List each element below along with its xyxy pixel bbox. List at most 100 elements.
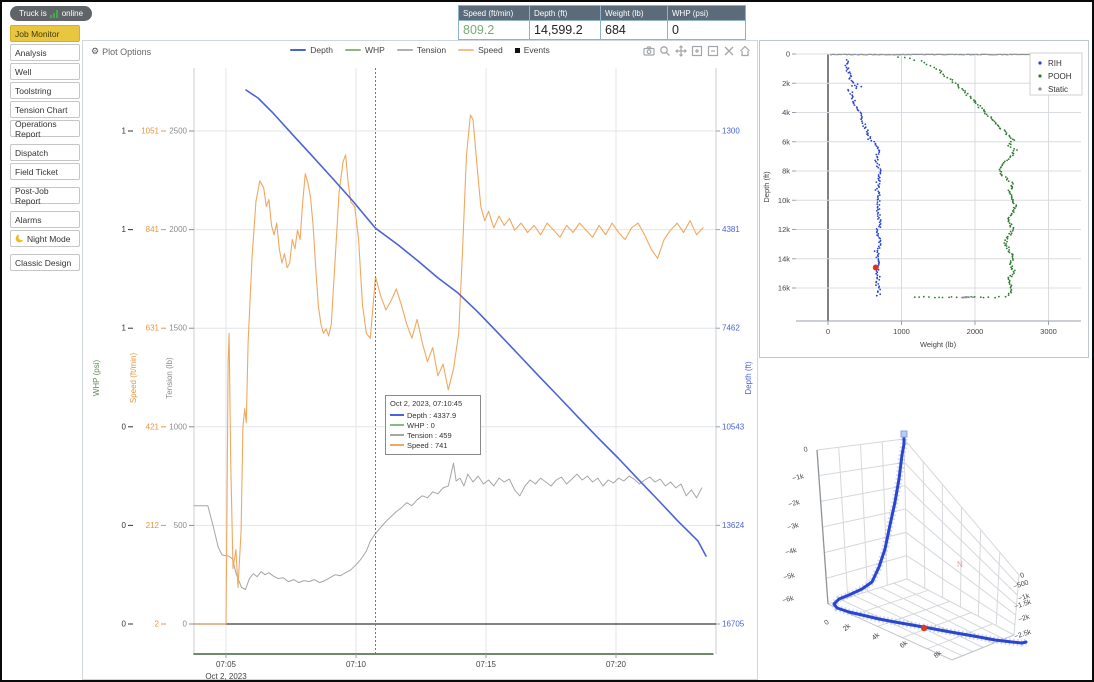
svg-text:841: 841 bbox=[146, 225, 160, 234]
chart-legend: Depth WHP Tension Speed Events bbox=[83, 45, 757, 55]
camera-icon[interactable] bbox=[643, 45, 655, 57]
time-series-chart[interactable]: 1110001051841631421212225002000150010005… bbox=[83, 41, 759, 681]
svg-text:8k: 8k bbox=[933, 649, 944, 659]
sidebar-item-tension-chart[interactable]: Tension Chart bbox=[10, 101, 80, 118]
svg-text:7462: 7462 bbox=[722, 324, 740, 333]
zoom-in-icon[interactable] bbox=[691, 45, 703, 57]
svg-text:10k: 10k bbox=[778, 196, 790, 205]
sidebar-item-classic-design[interactable]: Classic Design bbox=[10, 254, 80, 271]
sidebar-item-label: Alarms bbox=[15, 214, 42, 225]
sidebar-group: Post-Job Report bbox=[10, 185, 80, 206]
sidebar-item-label: Job Monitor bbox=[15, 28, 60, 39]
svg-text:WHP (psi): WHP (psi) bbox=[92, 360, 101, 397]
svg-text:2000: 2000 bbox=[967, 327, 984, 336]
tooltip-series-swatch bbox=[390, 424, 404, 426]
readout-header-weight: Weight (lb) bbox=[601, 6, 667, 21]
north-annotation: N bbox=[957, 560, 963, 569]
sidebar-item-label: Classic Design bbox=[15, 257, 72, 268]
sidebar: Job Monitor Analysis Well Toolstring Tension… bbox=[10, 25, 80, 278]
svg-text:1: 1 bbox=[122, 127, 127, 136]
svg-text:07:15: 07:15 bbox=[476, 660, 497, 669]
tooltip-row-text: WHP : 0 bbox=[407, 420, 435, 430]
readout-table: Speed (ft/min) 809.2 Depth (ft) 14,599.2… bbox=[458, 5, 746, 40]
sidebar-item-alarms[interactable]: Alarms bbox=[10, 211, 80, 228]
svg-text:−2k: −2k bbox=[1017, 614, 1031, 624]
legend-item-whp[interactable]: WHP bbox=[344, 45, 385, 55]
sidebar-item-night-mode[interactable]: Night Mode bbox=[10, 230, 80, 247]
sidebar-item-job-monitor[interactable]: Job Monitor bbox=[10, 25, 80, 42]
tooltip-rows: Depth : 4337.9 WHP : 0 Tension : 459 Speed … bbox=[390, 410, 476, 450]
svg-text:−2k: −2k bbox=[788, 499, 801, 509]
svg-text:1000: 1000 bbox=[893, 327, 910, 336]
svg-text:0: 0 bbox=[803, 446, 809, 454]
svg-text:212: 212 bbox=[146, 521, 160, 530]
svg-text:4k: 4k bbox=[782, 108, 790, 117]
sidebar-item-label: Night Mode bbox=[27, 233, 71, 244]
truck-status-badge: Truck is online bbox=[10, 6, 93, 21]
legend-line-swatch bbox=[396, 48, 413, 52]
svg-text:1051: 1051 bbox=[141, 127, 159, 136]
legend-line-swatch bbox=[458, 48, 475, 52]
pan-icon[interactable] bbox=[675, 45, 687, 57]
sidebar-group: Classic Design bbox=[10, 254, 80, 271]
legend-item-tension[interactable]: Tension bbox=[396, 45, 447, 55]
legend-label: Depth bbox=[310, 45, 333, 55]
sidebar-group: Alarms Night Mode bbox=[10, 211, 80, 247]
legend-item-speed[interactable]: Speed bbox=[458, 45, 503, 55]
svg-text:3000: 3000 bbox=[1040, 327, 1057, 336]
sidebar-item-field-ticket[interactable]: Field Ticket bbox=[10, 163, 80, 180]
svg-text:−6k: −6k bbox=[782, 595, 795, 605]
badge-prefix: Truck is bbox=[19, 9, 47, 18]
tooltip-series-swatch bbox=[390, 434, 404, 436]
tooltip-row: Tension : 459 bbox=[390, 430, 476, 440]
sidebar-item-toolstring[interactable]: Toolstring bbox=[10, 82, 80, 99]
svg-text:07:05: 07:05 bbox=[216, 660, 237, 669]
readout-header-whp: WHP (psi) bbox=[668, 6, 745, 21]
svg-text:6k: 6k bbox=[899, 639, 910, 649]
readout-value-whp: 0 bbox=[668, 21, 745, 39]
svg-text:−2.5k: −2.5k bbox=[1013, 629, 1032, 641]
scatter-legend[interactable]: RIH POOH Static bbox=[1029, 52, 1083, 96]
sidebar-item-well[interactable]: Well bbox=[10, 63, 80, 80]
tooltip-series-swatch bbox=[390, 414, 404, 416]
legend-label: Tension bbox=[416, 45, 447, 55]
zoom-icon[interactable] bbox=[659, 45, 671, 57]
zoom-out-icon[interactable] bbox=[707, 45, 719, 57]
plot-options-label: Plot Options bbox=[102, 46, 152, 57]
svg-text:−3k: −3k bbox=[787, 522, 800, 532]
legend-item-events[interactable]: Events bbox=[514, 45, 550, 55]
sidebar-item-label: Operations Report bbox=[15, 118, 57, 139]
sidebar-item-post-job-report[interactable]: Post-Job Report bbox=[10, 185, 80, 206]
readout-value-depth: 14,599.2 bbox=[530, 21, 600, 39]
sidebar-item-operations-report[interactable]: Operations Report bbox=[10, 118, 80, 139]
svg-text:2k: 2k bbox=[842, 622, 853, 632]
reset-axes-home-icon[interactable] bbox=[739, 45, 751, 57]
sidebar-item-dispatch[interactable]: Dispatch bbox=[10, 144, 80, 161]
legend-line-swatch bbox=[344, 48, 361, 52]
sidebar-item-analysis[interactable]: Analysis bbox=[10, 44, 80, 61]
legend-line-swatch bbox=[290, 48, 307, 52]
depth-weight-chart[interactable]: 0 1000 2000 3000 0 2k 4k 6k 8k 10k 12k 14k 16k Depth … bbox=[760, 41, 1088, 357]
svg-text:0: 0 bbox=[823, 619, 831, 627]
sidebar-group: Dispatch Field Ticket bbox=[10, 144, 80, 180]
svg-text:12k: 12k bbox=[778, 225, 790, 234]
autoscale-icon[interactable] bbox=[723, 45, 735, 57]
svg-text:−4k: −4k bbox=[785, 547, 798, 557]
plot-modebar bbox=[643, 45, 751, 57]
svg-text:0: 0 bbox=[122, 620, 127, 629]
sidebar-item-label: Post-Job Report bbox=[15, 185, 49, 206]
svg-text:16705: 16705 bbox=[722, 620, 745, 629]
svg-text:Oct 2, 2023: Oct 2, 2023 bbox=[205, 672, 247, 681]
plot-options-button[interactable]: ⚙ Plot Options bbox=[91, 46, 151, 57]
svg-text:Depth (ft): Depth (ft) bbox=[744, 361, 753, 395]
legend-label: WHP bbox=[364, 45, 385, 55]
svg-text:2: 2 bbox=[155, 620, 160, 629]
svg-text:−1k: −1k bbox=[792, 473, 805, 483]
legend-item-depth[interactable]: Depth bbox=[290, 45, 333, 55]
svg-text:Static: Static bbox=[1048, 85, 1068, 94]
legend-label: Events bbox=[523, 45, 550, 55]
svg-text:13624: 13624 bbox=[722, 521, 745, 530]
svg-text:0: 0 bbox=[122, 521, 127, 530]
trajectory-3d-chart[interactable]: 0−1k−2k−3k−4k−5k−6k0 2k4k6k8k0−500−1k−1.5… bbox=[759, 362, 1094, 682]
svg-text:8k: 8k bbox=[782, 167, 790, 176]
